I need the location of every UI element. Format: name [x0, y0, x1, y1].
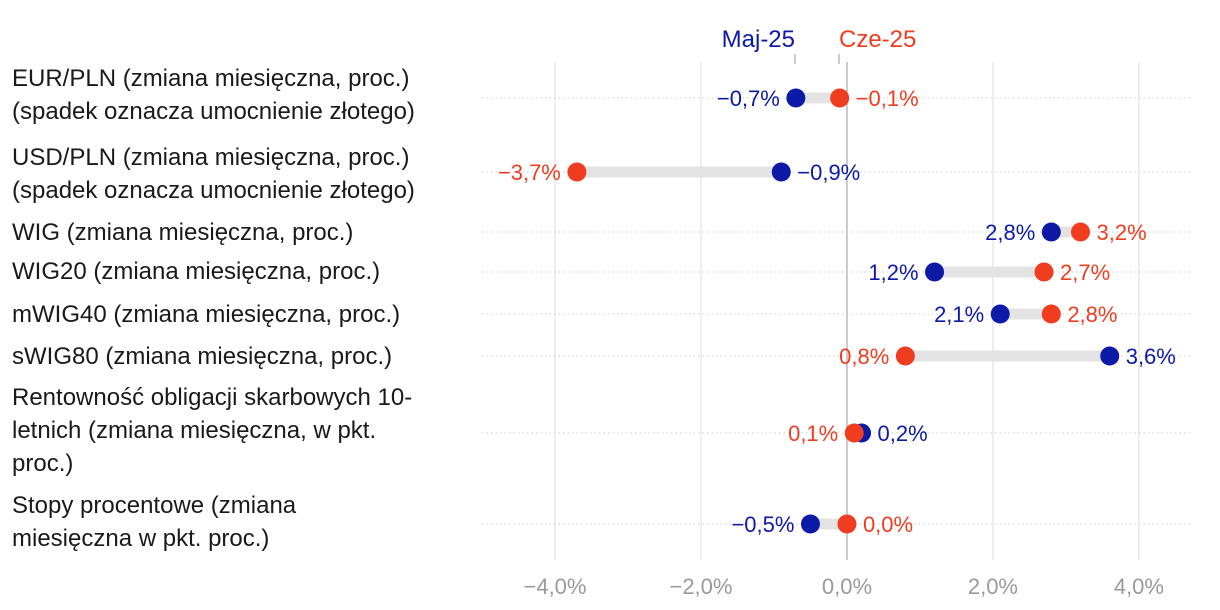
- value-label-maj-25: 3,6%: [1126, 344, 1176, 369]
- category-label-line: (spadek oznacza umocnienie złotego): [12, 98, 415, 125]
- dot-cze-25: [830, 88, 850, 108]
- row-1: −0,9% −3,7%: [482, 160, 1190, 185]
- category-label-line: WIG20 (zmiana miesięczna, proc.): [12, 258, 381, 285]
- legend: Maj-25 Cze-25: [722, 26, 916, 64]
- category-label-line: Stopy procentowe (zmiana: [12, 492, 297, 519]
- category-label-line: EUR/PLN (zmiana miesięczna, proc.): [12, 65, 410, 92]
- category-label: sWIG80 (zmiana miesięczna, proc.): [12, 340, 482, 373]
- dot-maj-25: [925, 262, 945, 282]
- value-label-maj-25: 2,1%: [934, 302, 984, 327]
- row-4: 2,1% 2,8%: [482, 302, 1190, 327]
- category-label: WIG (zmiana miesięczna, proc.): [12, 216, 482, 249]
- category-label-line: Rentowność obligacji skarbowych 10-: [12, 384, 413, 411]
- legend-entry-maj-25: Maj-25: [722, 26, 795, 53]
- x-axis-ticks: −4,0% −2,0% 0,0% 2,0% 4,0%: [523, 574, 1163, 599]
- category-label-line: WIG (zmiana miesięczna, proc.): [12, 219, 354, 246]
- dot-maj-25: [800, 514, 820, 534]
- legend-entry-cze-25: Cze-25: [839, 26, 916, 53]
- dot-cze-25: [1034, 262, 1054, 282]
- x-tick-label: −2,0%: [669, 574, 732, 599]
- value-label-cze-25: 0,1%: [788, 421, 838, 446]
- row-7: −0,5% 0,0%: [482, 512, 1190, 537]
- category-label: USD/PLN (zmiana miesięczna, proc.) (spade…: [12, 141, 482, 207]
- x-tick-label: 4,0%: [1114, 574, 1164, 599]
- dot-cze-25: [567, 162, 587, 182]
- category-label-line: (spadek oznacza umocnienie złotego): [12, 177, 415, 204]
- category-label: Rentowność obligacji skarbowych 10- letni…: [12, 381, 482, 480]
- dot-cze-25: [895, 346, 915, 366]
- value-label-cze-25: 2,7%: [1060, 260, 1110, 285]
- x-tick-label: 0,0%: [822, 574, 872, 599]
- x-tick-label: −4,0%: [523, 574, 586, 599]
- value-label-cze-25: 2,8%: [1067, 302, 1117, 327]
- dot-maj-25: [771, 162, 791, 182]
- dot-cze-25: [844, 423, 864, 443]
- row-3: 1,2% 2,7%: [482, 260, 1190, 285]
- dot-cze-25: [1041, 304, 1061, 324]
- value-label-maj-25: 0,2%: [878, 421, 928, 446]
- category-label: EUR/PLN (zmiana miesięczna, proc.) (spade…: [12, 62, 482, 128]
- value-label-cze-25: 0,0%: [863, 512, 913, 537]
- dot-maj-25: [1100, 346, 1120, 366]
- category-label: mWIG40 (zmiana miesięczna, proc.): [12, 298, 482, 331]
- dot-cze-25: [1071, 222, 1091, 242]
- dot-maj-25: [990, 304, 1010, 324]
- chart-rows: −0,7% −0,1% −0,9% −3,7% 2,8% 3,2% 1,2% 2,7% 2,1%…: [482, 86, 1190, 537]
- row-0: −0,7% −0,1%: [482, 86, 1190, 111]
- category-label-line: USD/PLN (zmiana miesięczna, proc.): [12, 144, 410, 171]
- category-label: Stopy procentowe (zmiana miesięczna w pkt…: [12, 489, 482, 555]
- grid-lines: [554, 62, 1140, 560]
- value-label-cze-25: −0,1%: [856, 86, 919, 111]
- value-label-cze-25: −3,7%: [498, 160, 561, 185]
- dot-cze-25: [837, 514, 857, 534]
- category-label-line: mWIG40 (zmiana miesięczna, proc.): [12, 301, 401, 328]
- dot-maj-25: [786, 88, 806, 108]
- x-tick-label: 2,0%: [968, 574, 1018, 599]
- value-label-maj-25: −0,9%: [797, 160, 860, 185]
- value-label-maj-25: −0,7%: [717, 86, 780, 111]
- value-label-cze-25: 0,8%: [839, 344, 889, 369]
- category-label-line: letnich (zmiana miesięczna, w pkt.: [12, 417, 377, 444]
- category-label-line: miesięczna w pkt. proc.): [12, 525, 270, 552]
- category-label: WIG20 (zmiana miesięczna, proc.): [12, 255, 482, 288]
- row-6: 0,2% 0,1%: [482, 421, 1190, 446]
- value-label-maj-25: 1,2%: [868, 260, 918, 285]
- value-label-maj-25: 2,8%: [985, 220, 1035, 245]
- row-2: 2,8% 3,2%: [482, 220, 1190, 245]
- category-label-line: sWIG80 (zmiana miesięczna, proc.): [12, 343, 393, 370]
- row-5: 3,6% 0,8%: [482, 344, 1190, 369]
- dot-maj-25: [1041, 222, 1061, 242]
- category-label-line: proc.): [12, 450, 74, 477]
- value-label-maj-25: −0,5%: [731, 512, 794, 537]
- value-label-cze-25: 3,2%: [1097, 220, 1147, 245]
